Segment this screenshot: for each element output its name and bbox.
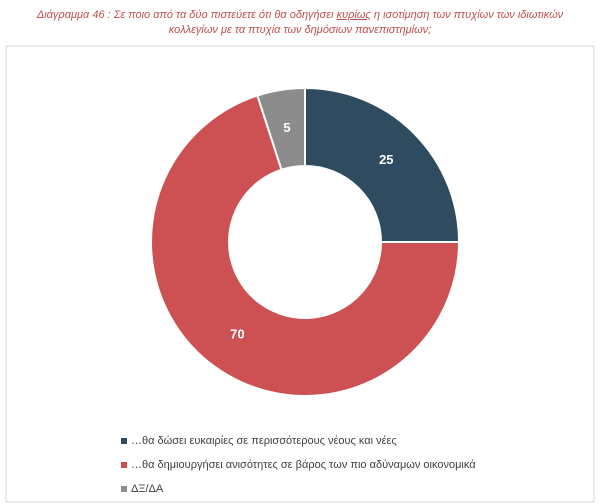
legend-label: …θα δώσει ευκαιρίες σε περισσότερους νέο… [131,435,397,447]
legend-marker [121,486,127,492]
title-part: κυρίως [336,9,371,21]
legend-marker [121,438,127,444]
slice [304,86,461,243]
data-label: 25 [379,152,393,167]
chart-frame [5,45,595,503]
chart-title: Διάγραμμα 46 : Σε ποιο από τα δύο πιστεύ… [20,8,580,38]
title-part: η ισοτίμηση των πτυχίων των ιδιωτικών κο… [168,9,564,36]
title-part: Διάγραμμα 46 : Σε ποιο από τα δύο πιστεύ… [36,9,337,21]
data-label: 70 [230,326,244,341]
legend-label: ΔΞ/ΔΑ [131,483,164,495]
legend-label: …θα δημιουργήσει ανισότητες σε βάρος των… [131,459,476,471]
slice [150,94,461,397]
data-label: 5 [283,120,290,135]
slice [256,86,306,171]
legend-marker [121,462,127,468]
